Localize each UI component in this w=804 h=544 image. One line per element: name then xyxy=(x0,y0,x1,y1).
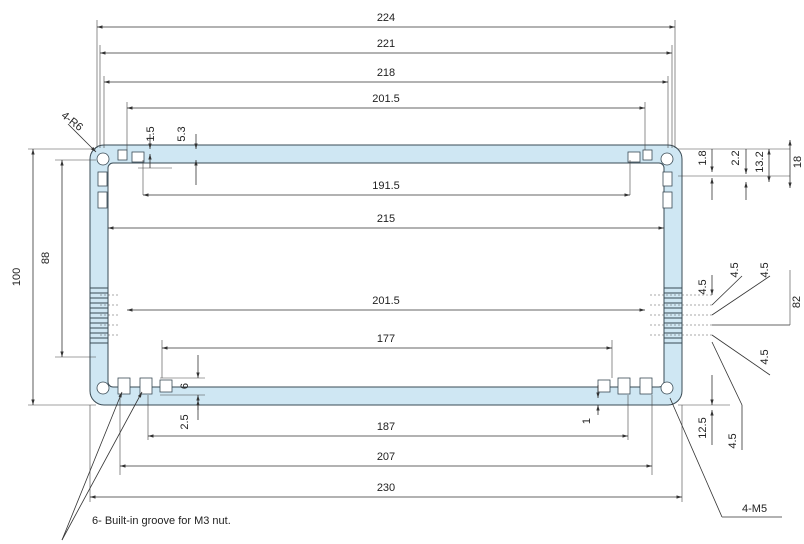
dim-207: 207 xyxy=(120,451,652,468)
callout-corner-radius: 4-R6 xyxy=(59,110,97,153)
callout-nut-groove: 6- Built-in groove for M3 nut. xyxy=(61,391,231,541)
dim-12-5: 12.5 xyxy=(697,375,714,445)
dim-5-3-label: 5.3 xyxy=(176,126,188,141)
dim-177: 177 xyxy=(162,333,612,350)
dim-1-5-label: 1.5 xyxy=(145,126,157,141)
dim-100: 100 xyxy=(11,149,35,405)
dim-4-5-e: 4.5 xyxy=(711,341,743,450)
dim-13-2-label: 13.2 xyxy=(754,151,766,172)
dim-4-5-d-label: 4.5 xyxy=(759,349,771,364)
dim-2-2: 2.2 xyxy=(730,149,748,200)
dim-2-5: 2.5 xyxy=(179,400,200,430)
right-fins xyxy=(663,287,683,344)
dim-82: 82 xyxy=(712,270,803,326)
dim-207-label: 207 xyxy=(377,451,395,463)
dim-1: 1 xyxy=(581,385,600,424)
bottom-left-slot-detail xyxy=(96,377,173,395)
dim-177-label: 177 xyxy=(377,333,395,345)
dim-230: 230 xyxy=(90,482,682,499)
left-fins xyxy=(89,287,109,344)
top-right-slot-detail xyxy=(627,149,674,209)
dim-215: 215 xyxy=(108,213,664,230)
dim-6-label: 6 xyxy=(179,383,191,389)
dim-218-label: 218 xyxy=(377,67,395,79)
dim-201-5-bottom: 201.5 xyxy=(127,295,645,312)
profile-cross-section xyxy=(89,144,712,406)
dim-18-label: 18 xyxy=(792,156,804,168)
dim-187-label: 187 xyxy=(377,421,395,433)
dim-18: 18 xyxy=(788,140,804,188)
dim-201-5-bottom-label: 201.5 xyxy=(372,295,400,307)
dim-82-label: 82 xyxy=(791,296,803,308)
screw-label: 4-M5 xyxy=(742,503,767,515)
dim-5-3: 5.3 xyxy=(176,126,198,185)
dim-201-5-top-label: 201.5 xyxy=(372,93,400,105)
dim-218: 218 xyxy=(104,67,668,84)
dim-224-label: 224 xyxy=(377,12,395,24)
dim-215-label: 215 xyxy=(377,213,395,225)
fin-centerlines xyxy=(100,294,712,336)
dim-13-2: 13.2 xyxy=(754,149,771,182)
dim-224: 224 xyxy=(97,12,675,29)
dim-4-5-b-label: 4.5 xyxy=(729,262,741,277)
dim-191-5: 191.5 xyxy=(143,180,630,197)
callout-screw: 4-M5 xyxy=(669,397,782,518)
dim-1-5: 1.5 xyxy=(138,126,172,169)
dim-201-5-top: 201.5 xyxy=(127,93,645,110)
corner-radius-label: 4-R6 xyxy=(59,110,85,134)
dim-191-5-label: 191.5 xyxy=(372,180,400,192)
dim-4-5-a-label: 4.5 xyxy=(697,279,709,294)
bottom-right-slot-detail xyxy=(597,377,674,395)
dim-1-8-label: 1.8 xyxy=(697,150,709,165)
dim-88-label: 88 xyxy=(40,252,52,264)
dim-100-label: 100 xyxy=(11,268,23,286)
dim-2-5-label: 2.5 xyxy=(179,414,191,429)
dim-4-5-c-label: 4.5 xyxy=(759,262,771,277)
dim-4-5-d: 4.5 xyxy=(711,334,771,376)
top-left-slot-detail xyxy=(96,149,145,209)
dim-4-5-e-label: 4.5 xyxy=(727,433,739,448)
dim-221-label: 221 xyxy=(377,38,395,50)
dim-2-2-label: 2.2 xyxy=(730,150,742,165)
dim-187: 187 xyxy=(148,421,628,438)
dim-88: 88 xyxy=(40,160,64,357)
dim-230-label: 230 xyxy=(377,482,395,494)
dim-4-5-a: 4.5 xyxy=(697,275,714,295)
dim-1-label: 1 xyxy=(581,418,593,424)
nut-groove-note: 6- Built-in groove for M3 nut. xyxy=(92,515,231,527)
dim-4-5-c: 4.5 xyxy=(711,262,771,316)
dim-221: 221 xyxy=(100,38,672,55)
extension-lines xyxy=(28,20,790,502)
dim-12-5-label: 12.5 xyxy=(697,417,709,438)
dim-1-8: 1.8 xyxy=(697,149,714,200)
dim-4-5-b: 4.5 xyxy=(711,262,743,306)
